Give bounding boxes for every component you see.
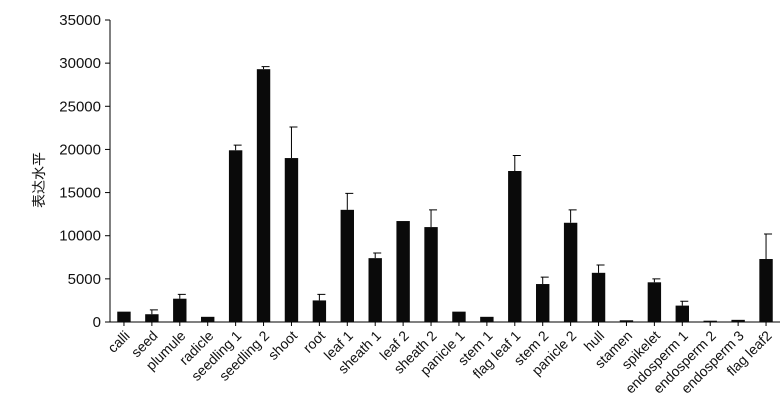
bar-stem-1 bbox=[480, 316, 494, 322]
error-bar-seedling-1 bbox=[233, 144, 242, 151]
bar-endosperm-3 bbox=[731, 319, 745, 322]
error-bar-sheath-1 bbox=[373, 252, 382, 259]
error-bar-leaf-1 bbox=[345, 192, 354, 210]
bar-panicle-1 bbox=[452, 311, 466, 322]
error-bar-root bbox=[317, 293, 326, 301]
bar-seed bbox=[145, 314, 159, 322]
bar-stamen bbox=[619, 320, 634, 322]
error-bar-hull bbox=[596, 264, 605, 273]
bar-seedling-2 bbox=[256, 69, 271, 322]
y-tick-label: 10000 bbox=[59, 228, 101, 245]
bar-calli bbox=[117, 311, 131, 322]
error-bar-spikelet bbox=[652, 278, 661, 283]
error-bar-shoot bbox=[289, 126, 298, 159]
bar-sheath-1 bbox=[368, 258, 382, 322]
error-bar-panicle-2 bbox=[568, 209, 577, 223]
y-tick-label: 0 bbox=[93, 314, 101, 331]
bars-group bbox=[117, 69, 773, 322]
y-tick-label: 30000 bbox=[59, 55, 101, 72]
y-tick-label: 15000 bbox=[59, 185, 101, 202]
bar-plumule bbox=[173, 298, 187, 322]
error-bar-sheath-2 bbox=[429, 209, 438, 228]
error-bars-group bbox=[149, 66, 773, 315]
error-bar-seedling-2 bbox=[261, 66, 270, 70]
y-tick-label: 20000 bbox=[59, 141, 101, 158]
bar-endosperm-1 bbox=[675, 305, 689, 322]
bar-seedling-1 bbox=[228, 150, 243, 322]
bar-sheath-2 bbox=[424, 227, 438, 322]
error-bar-stem-2 bbox=[540, 276, 549, 285]
bar-endosperm-2 bbox=[703, 320, 717, 322]
error-bar-flag-leaf-1 bbox=[512, 154, 521, 171]
bar-flag-leaf2 bbox=[759, 259, 773, 322]
error-bar-flag-leaf2 bbox=[764, 233, 773, 260]
bar-spikelet bbox=[647, 282, 662, 322]
x-tick-label: calli bbox=[104, 327, 132, 355]
error-bar-seed bbox=[149, 309, 158, 315]
bar-leaf-2 bbox=[396, 221, 410, 322]
y-tick-label: 25000 bbox=[59, 98, 101, 115]
bar-root bbox=[312, 300, 327, 322]
y-tick-label: 35000 bbox=[59, 12, 101, 29]
y-axis-label: 表达水平 bbox=[31, 152, 47, 208]
bar-panicle-2 bbox=[563, 222, 578, 322]
bar-hull bbox=[591, 272, 606, 322]
bar-flag-leaf-1 bbox=[508, 171, 522, 322]
x-tick-label: shoot bbox=[265, 327, 301, 363]
y-tick-label: 5000 bbox=[68, 271, 101, 288]
bar-stem-2 bbox=[536, 284, 550, 322]
error-bar-plumule bbox=[177, 293, 186, 299]
bar-radicle bbox=[201, 316, 215, 322]
y-ticks-group: 0 5000 10000 15000 20000 25000 30000 35000 bbox=[59, 12, 110, 331]
bar-leaf-1 bbox=[340, 209, 354, 322]
error-bar-endosperm-1 bbox=[680, 300, 689, 306]
bar-shoot bbox=[284, 158, 299, 322]
